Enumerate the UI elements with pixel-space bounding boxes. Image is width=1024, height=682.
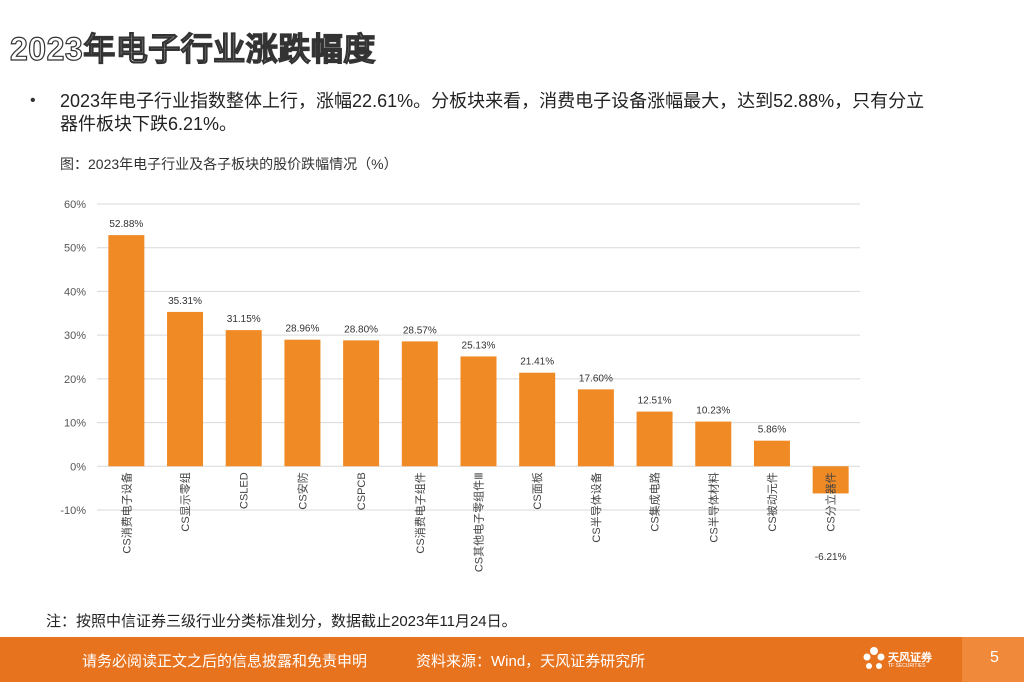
data-label: 12.51% bbox=[638, 396, 672, 407]
x-tick-label: CS其他电子零组件Ⅲ bbox=[472, 472, 486, 572]
data-label: 17.60% bbox=[579, 373, 613, 384]
data-label: 35.31% bbox=[168, 296, 202, 307]
figure-caption: 图：2023年电子行业及各子板块的股价跌幅情况（%） bbox=[60, 156, 398, 172]
bar bbox=[167, 311, 204, 467]
x-tick-label: CSLED bbox=[239, 472, 251, 509]
logo-text: 天风证券 bbox=[888, 652, 932, 664]
bar bbox=[753, 440, 790, 467]
data-label: 25.13% bbox=[462, 340, 496, 351]
x-tick-label: CS分立器件 bbox=[824, 472, 838, 531]
bar bbox=[812, 466, 849, 494]
x-tick-label: CS集成电路 bbox=[648, 472, 662, 531]
y-tick-label: 10% bbox=[64, 418, 86, 430]
data-label: 28.80% bbox=[344, 324, 378, 335]
data-label: 5.86% bbox=[758, 425, 786, 436]
y-tick-label: -10% bbox=[60, 505, 86, 517]
bullet-marker: • bbox=[30, 92, 36, 109]
page-number: 5 bbox=[990, 649, 999, 666]
logo-subtext: TF SECURITIES bbox=[888, 663, 926, 669]
x-tick-label: CS面板 bbox=[530, 472, 544, 509]
data-label: 10.23% bbox=[696, 406, 730, 417]
x-tick-label: CS被动元件 bbox=[766, 472, 779, 531]
footer-disclaimer: 请务必阅读正文之后的信息披露和免责申明 bbox=[82, 653, 368, 670]
page-number-box: 5 bbox=[962, 637, 1024, 682]
data-label: 28.57% bbox=[403, 325, 437, 336]
data-label: 28.96% bbox=[285, 324, 319, 335]
bar bbox=[401, 341, 438, 467]
x-tick-label: CS消费电子组件 bbox=[413, 472, 427, 553]
bar bbox=[636, 411, 673, 467]
footer-bar: 请务必阅读正文之后的信息披露和免责申明 资料来源：Wind，天风证券研究所 天风… bbox=[0, 637, 1024, 682]
x-tick-label: CS显示零组 bbox=[178, 472, 192, 531]
data-label: 21.41% bbox=[520, 357, 554, 368]
data-label: 52.88% bbox=[109, 219, 143, 230]
bar bbox=[519, 372, 556, 467]
bar bbox=[284, 339, 321, 467]
bar bbox=[577, 389, 614, 467]
y-tick-label: 30% bbox=[64, 330, 86, 342]
x-tick-label: CS消费电子设备 bbox=[119, 472, 133, 553]
slide-title: 2023年电子行业涨跌幅度 bbox=[9, 30, 376, 67]
y-tick-label: 20% bbox=[64, 374, 86, 386]
bullet-text: 2023年电子行业指数整体上行，涨幅22.61%。分板块来看，消费电子设备涨幅最… bbox=[60, 91, 925, 134]
x-tick-label: CS半导体材料 bbox=[706, 472, 720, 542]
y-tick-label: 60% bbox=[64, 199, 86, 211]
bar bbox=[460, 356, 497, 467]
data-label: -6.21% bbox=[815, 552, 847, 563]
bar bbox=[108, 235, 145, 467]
data-label: 31.15% bbox=[227, 314, 261, 325]
bar bbox=[695, 421, 732, 467]
logo-flower-icon bbox=[863, 647, 885, 669]
footnote: 注：按照中信证券三级行业分类标准划分，数据截止2023年11月24日。 bbox=[46, 613, 517, 630]
y-tick-label: 0% bbox=[70, 461, 86, 473]
y-tick-label: 40% bbox=[64, 286, 86, 298]
bar bbox=[343, 340, 380, 467]
bar bbox=[225, 330, 262, 467]
y-tick-label: 50% bbox=[64, 243, 86, 255]
footer-source: 资料来源：Wind，天风证券研究所 bbox=[416, 653, 646, 670]
x-tick-label: CSPCB bbox=[356, 472, 368, 510]
x-tick-label: CS半导体设备 bbox=[589, 472, 603, 542]
x-tick-label: CS安防 bbox=[295, 472, 309, 509]
bar-chart: -10% 0% 10% 20% 30% 40% 50% 60% 52.88% CS消费电子设备 35… bbox=[60, 199, 860, 572]
company-logo: 天风证券 TF SECURITIES bbox=[862, 644, 952, 676]
